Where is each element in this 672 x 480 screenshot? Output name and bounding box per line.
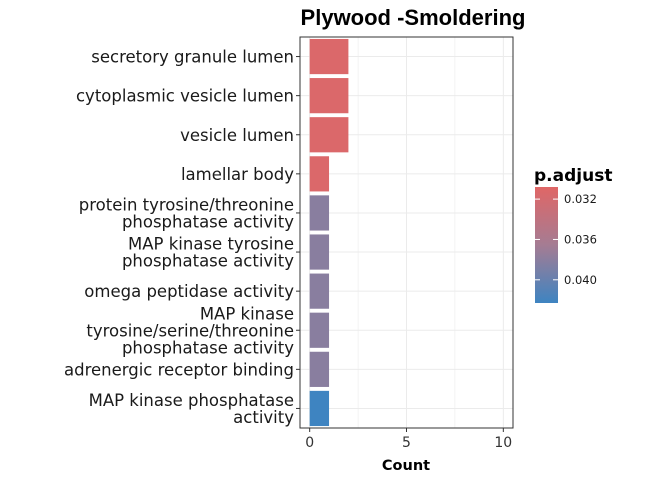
legend-ticks: 0.032 0.036 0.040 xyxy=(535,192,597,287)
x-tick-label: 10 xyxy=(494,435,512,451)
legend-tick-label: 0.040 xyxy=(564,273,597,287)
y-tick-label: protein tyrosine/threonine phosphatase ac… xyxy=(79,195,294,231)
legend-colorbar xyxy=(535,187,558,303)
y-tick-label-line: lamellar body xyxy=(181,165,294,184)
x-axis-label: Count xyxy=(382,458,430,474)
bar-4 xyxy=(309,156,330,192)
y-tick-label: cytoplasmic vesicle lumen xyxy=(76,87,294,106)
legend-tick-label: 0.032 xyxy=(564,192,597,206)
x-axis-ticks: 0 5 10 xyxy=(305,428,512,451)
chart-title: Plywood -Smoldering xyxy=(301,5,526,30)
y-tick-label-line: MAP kinase phosphatase xyxy=(89,391,294,410)
y-tick-label-line: phosphatase activity xyxy=(122,252,294,271)
y-tick-label: vesicle lumen xyxy=(180,126,294,145)
bar-9 xyxy=(309,351,330,387)
y-tick-label: lamellar body xyxy=(181,165,294,184)
color-legend: p.adjust 0.032 0.036 0.040 xyxy=(534,166,612,303)
y-tick-label-line: protein tyrosine/threonine xyxy=(79,195,294,214)
bar-1 xyxy=(309,38,349,75)
bar-5 xyxy=(309,195,330,231)
y-tick-label-line: phosphatase activity xyxy=(122,338,294,357)
x-tick-label: 0 xyxy=(305,435,314,451)
y-tick-label-line: tyrosine/serine/threonine xyxy=(86,321,294,340)
y-tick-label: omega peptidase activity xyxy=(84,282,294,301)
y-tick-label-line: cytoplasmic vesicle lumen xyxy=(76,87,294,106)
bar-8 xyxy=(309,312,330,348)
y-tick-label-line: phosphatase activity xyxy=(122,212,294,231)
bar-3 xyxy=(309,117,349,153)
bar-6 xyxy=(309,234,330,270)
legend-title: p.adjust xyxy=(534,166,612,186)
bar-10 xyxy=(309,390,330,427)
y-axis-labels: secretory granule lumen cytoplasmic vesic… xyxy=(64,48,294,427)
y-tick-label: secretory granule lumen xyxy=(91,48,294,67)
y-tick-label-line: activity xyxy=(233,408,294,427)
y-tick-label: adrenergic receptor binding xyxy=(64,360,294,379)
legend-tick-label: 0.036 xyxy=(564,232,597,246)
y-tick-label-line: omega peptidase activity xyxy=(84,282,294,301)
y-tick-label: MAP kinase tyrosine phosphatase activity xyxy=(122,235,294,271)
bar-2 xyxy=(309,78,349,114)
y-tick-label-line: MAP kinase tyrosine xyxy=(128,235,294,254)
bars xyxy=(309,38,349,427)
y-tick-label: MAP kinase phosphatase activity xyxy=(89,391,295,427)
bar-7 xyxy=(309,273,330,309)
y-tick-label-line: MAP kinase xyxy=(200,304,294,323)
y-tick-label-line: vesicle lumen xyxy=(180,126,294,145)
y-axis-ticks xyxy=(296,56,300,409)
y-tick-label: MAP kinase tyrosine/serine/threonine phosp… xyxy=(86,304,294,357)
y-tick-label-line: secretory granule lumen xyxy=(91,48,294,67)
y-tick-label-line: adrenergic receptor binding xyxy=(64,360,294,379)
x-tick-label: 5 xyxy=(402,435,411,451)
